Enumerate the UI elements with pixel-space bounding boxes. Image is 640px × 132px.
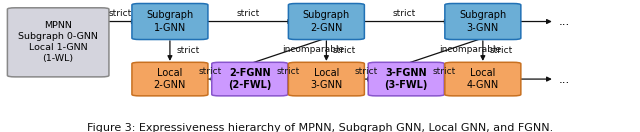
Text: strict: strict — [393, 9, 416, 18]
Text: strict: strict — [176, 46, 200, 55]
Text: 3-FGNN
(3-FWL): 3-FGNN (3-FWL) — [385, 68, 428, 90]
FancyBboxPatch shape — [8, 8, 109, 77]
Text: strict: strict — [355, 67, 378, 76]
Text: incomparable: incomparable — [439, 45, 501, 54]
FancyBboxPatch shape — [289, 62, 364, 96]
FancyBboxPatch shape — [368, 62, 444, 96]
Text: Local
4-GNN: Local 4-GNN — [467, 68, 499, 90]
Text: strict: strict — [237, 9, 260, 18]
Text: 2-FGNN
(2-FWL): 2-FGNN (2-FWL) — [228, 68, 271, 90]
Text: Local
2-GNN: Local 2-GNN — [154, 68, 186, 90]
Text: strict: strict — [276, 67, 300, 76]
FancyBboxPatch shape — [132, 4, 208, 39]
Text: Subgraph
1-GNN: Subgraph 1-GNN — [147, 10, 193, 33]
Text: incomparable: incomparable — [282, 45, 345, 54]
FancyBboxPatch shape — [132, 62, 208, 96]
Text: strict: strict — [198, 67, 221, 76]
FancyBboxPatch shape — [445, 4, 521, 39]
Text: MPNN
Subgraph 0-GNN
Local 1-GNN
(1-WL): MPNN Subgraph 0-GNN Local 1-GNN (1-WL) — [18, 21, 98, 63]
Text: strict: strict — [109, 9, 132, 18]
Text: ...: ... — [559, 73, 570, 86]
Text: Figure 3: Expressiveness hierarchy of MPNN, Subgraph GNN, Local GNN, and FGNN.: Figure 3: Expressiveness hierarchy of MP… — [87, 123, 553, 132]
FancyBboxPatch shape — [289, 4, 364, 39]
Text: Subgraph
3-GNN: Subgraph 3-GNN — [460, 10, 506, 33]
FancyBboxPatch shape — [445, 62, 521, 96]
FancyBboxPatch shape — [212, 62, 288, 96]
Text: strict: strict — [333, 46, 356, 55]
Text: strict: strict — [489, 46, 513, 55]
Text: Subgraph
2-GNN: Subgraph 2-GNN — [303, 10, 350, 33]
Text: strict: strict — [433, 67, 456, 76]
Text: ...: ... — [559, 15, 570, 28]
Text: Local
3-GNN: Local 3-GNN — [310, 68, 342, 90]
